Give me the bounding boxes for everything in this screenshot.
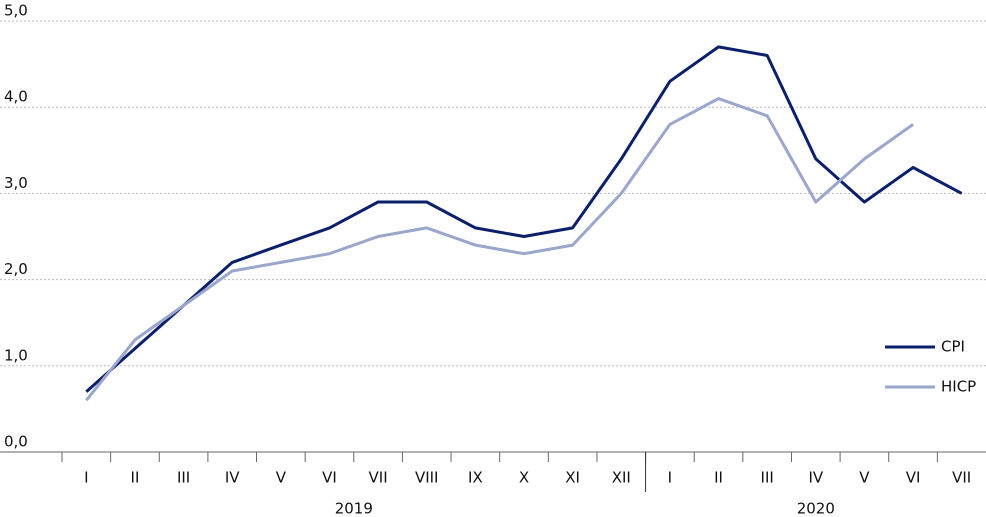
x-tick-label: XII	[612, 469, 631, 487]
x-tick-label: VIII	[415, 469, 439, 487]
x-tick-label: II	[714, 469, 723, 487]
x-tick-label: IX	[468, 469, 483, 487]
x-tick-label: V	[276, 469, 287, 487]
y-tick-label: 1,0	[4, 346, 28, 364]
y-tick-label: 3,0	[4, 174, 28, 192]
legend-label: CPI	[941, 338, 965, 356]
x-group-label: 2019	[335, 500, 373, 517]
x-tick-label: IV	[808, 469, 823, 487]
x-tick-label: VII	[952, 469, 971, 487]
x-tick-label: III	[177, 469, 190, 487]
series-line	[85, 97, 914, 402]
x-tick-label: V	[859, 469, 870, 487]
x-tick-label: XI	[565, 469, 580, 487]
y-tick-label: 0,0	[4, 433, 28, 451]
x-tick-label: II	[131, 469, 140, 487]
series-line	[85, 45, 963, 393]
x-tick-label: X	[519, 469, 529, 487]
x-tick-label: IV	[225, 469, 240, 487]
y-tick-label: 5,0	[4, 2, 28, 20]
y-tick-label: 4,0	[4, 88, 28, 106]
x-tick-label: VII	[369, 469, 388, 487]
x-tick-label: III	[761, 469, 774, 487]
x-group-label: 2020	[797, 500, 835, 517]
x-tick-label: I	[668, 469, 672, 487]
x-tick-label: I	[84, 469, 88, 487]
x-tick-label: VI	[322, 469, 337, 487]
legend-label: HICP	[941, 378, 976, 396]
y-tick-label: 2,0	[4, 260, 28, 278]
x-tick-label: VI	[906, 469, 921, 487]
